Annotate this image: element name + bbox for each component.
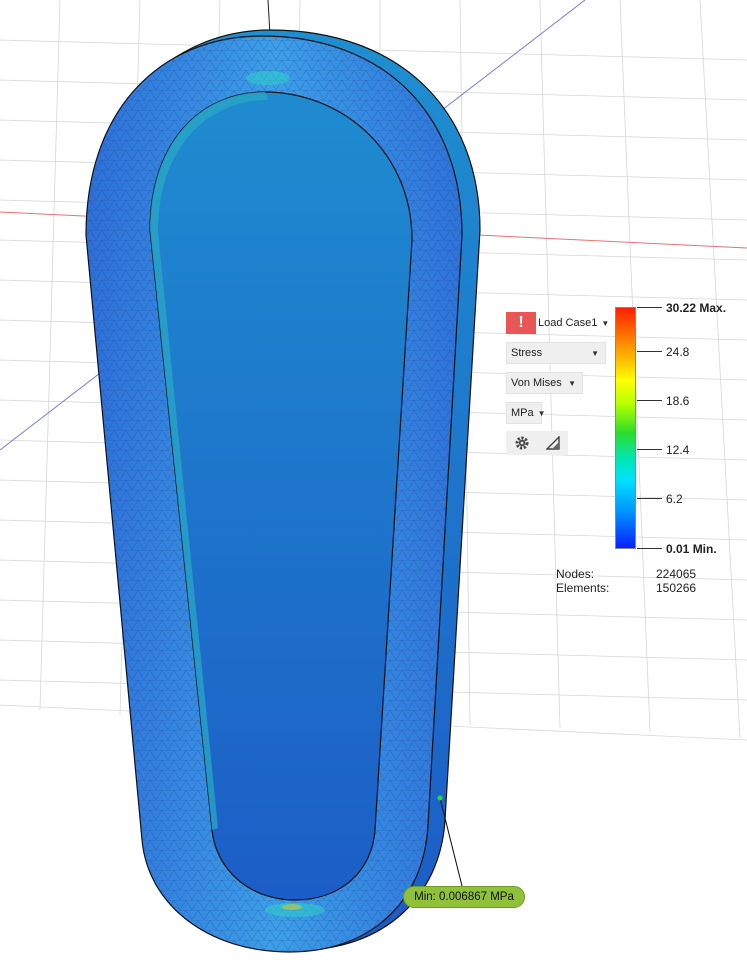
- legend-tick: [637, 548, 662, 549]
- legend-tick-label: 12.4: [666, 443, 690, 457]
- legend-tick: [637, 351, 662, 352]
- min-probe-badge[interactable]: Min: 0.006867 MPa: [403, 886, 525, 908]
- exclamation-icon: !: [518, 314, 524, 331]
- load-case-dropdown[interactable]: Load Case1 ▼: [538, 312, 609, 334]
- legend-tick: [637, 498, 662, 499]
- result-type-dropdown[interactable]: Stress ▼: [506, 342, 606, 364]
- legend-tick-label: 24.8: [666, 345, 690, 359]
- nodes-value: 224065: [656, 567, 697, 581]
- load-case-label: Load Case1: [538, 317, 598, 329]
- legend-tick: [637, 449, 662, 450]
- display-options-row: [506, 431, 568, 455]
- legend-tick: [637, 307, 662, 308]
- chevron-down-icon: ▼: [601, 318, 610, 328]
- chevron-down-icon: ▼: [591, 348, 599, 358]
- min-probe-label: Min: 0.006867 MPa: [414, 891, 514, 903]
- legend-max-label: 30.22 Max.: [666, 301, 727, 315]
- units-dropdown[interactable]: MPa ▼: [506, 402, 546, 424]
- stress-color-legend: [615, 307, 636, 549]
- result-type-value: Stress: [511, 347, 543, 359]
- legend-tick-label: 6.2: [666, 492, 683, 506]
- legend-min-label: 0.01 Min.: [666, 542, 717, 556]
- units-value: MPa: [511, 407, 534, 419]
- warning-button[interactable]: !: [506, 312, 536, 334]
- z-axis-line: [267, 0, 271, 36]
- legend-tick: [637, 400, 662, 401]
- triangle-icon[interactable]: [546, 436, 560, 450]
- nodes-label: Nodes:: [556, 567, 595, 581]
- chevron-down-icon: ▼: [568, 378, 576, 388]
- component-value: Von Mises: [511, 377, 562, 389]
- stress-model[interactable]: [85, 29, 481, 953]
- elements-label: Elements:: [556, 581, 610, 595]
- component-dropdown[interactable]: Von Mises ▼: [506, 372, 583, 394]
- legend-tick-label: 18.6: [666, 394, 690, 408]
- gear-icon[interactable]: [514, 435, 530, 451]
- elements-value: 150266: [656, 581, 697, 595]
- min-probe-point[interactable]: [437, 795, 443, 801]
- chevron-down-icon: ▼: [537, 408, 546, 418]
- min-probe-leader: [439, 797, 464, 891]
